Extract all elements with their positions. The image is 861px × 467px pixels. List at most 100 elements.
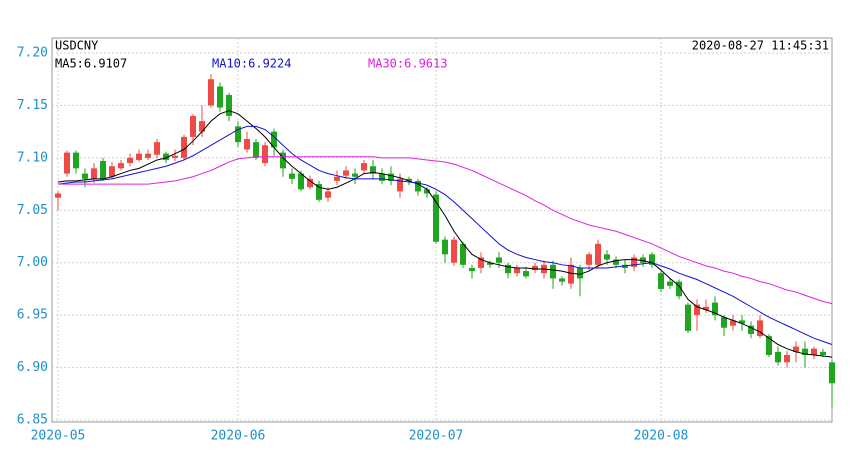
candle-body (685, 304, 691, 331)
candle-body (136, 153, 142, 160)
candle-body (577, 267, 583, 279)
candle-body (667, 281, 673, 286)
candle-body (748, 325, 754, 335)
candle-body (415, 180, 421, 192)
candle-body (442, 239, 448, 255)
legend-entry: MA5:6.9107 (55, 57, 127, 71)
y-tick-label: 6.85 (17, 413, 48, 428)
candle-body (73, 152, 79, 169)
candle-body (235, 126, 241, 143)
candle-body (325, 191, 331, 198)
candle-body (307, 178, 313, 188)
candle-body (397, 178, 403, 192)
candle-body (154, 142, 160, 155)
candle-body (757, 320, 763, 337)
candle-body (451, 239, 457, 263)
candle-body (613, 259, 619, 265)
candle-body (568, 264, 574, 284)
y-tick-label: 7.10 (17, 150, 48, 165)
candle-body (478, 257, 484, 268)
candle-body (379, 173, 385, 181)
y-tick-label: 6.90 (17, 360, 48, 375)
ma-line (58, 156, 833, 305)
candle-body (703, 306, 709, 310)
candle-body (550, 264, 556, 279)
candle-body (712, 302, 718, 316)
candle-body (433, 194, 439, 242)
candle-body (424, 189, 430, 194)
candle-body (64, 152, 70, 174)
candle-body (793, 346, 799, 352)
legend-entry: MA30:6.9613 (368, 57, 447, 71)
y-tick-label: 7.00 (17, 255, 48, 270)
timestamp: 2020-08-27 11:45:31 (692, 39, 829, 53)
candle-body (190, 115, 196, 137)
candle-body (514, 267, 520, 274)
candle-body (334, 176, 340, 181)
candle-body (226, 94, 232, 116)
plot-frame (51, 37, 833, 423)
candle-body (721, 317, 727, 328)
candle-body (388, 173, 394, 181)
candle-body (469, 267, 475, 272)
candle-body (82, 173, 88, 179)
candle-body (505, 264, 511, 274)
candle-body (694, 304, 700, 316)
candle-body (622, 264, 628, 268)
candle-body (91, 168, 97, 179)
candle-body (199, 121, 205, 132)
candle-body (145, 153, 151, 158)
candle-body (118, 163, 124, 169)
candle-body (676, 281, 682, 297)
x-tick-label: 2020-06 (211, 429, 266, 444)
candle-body (280, 152, 286, 169)
candle-body (739, 320, 745, 324)
candle-body (640, 257, 646, 263)
candle-body (244, 138, 250, 150)
candle-body (217, 86, 223, 108)
candle-body (55, 193, 61, 198)
candle-body (595, 243, 601, 265)
candle-body (127, 157, 133, 164)
candle-body (100, 161, 106, 179)
x-tick-label: 2020-07 (409, 429, 464, 444)
candle-body (181, 136, 187, 158)
chart-title: USDCNY (55, 39, 99, 53)
candle-body (604, 254, 610, 260)
candle-body (343, 170, 349, 176)
candle-body (406, 178, 412, 181)
candle-body (352, 173, 358, 177)
candle-body (559, 278, 565, 282)
y-tick-label: 6.95 (17, 308, 48, 323)
x-tick-label: 2020-08 (634, 429, 689, 444)
candle-body (298, 173, 304, 190)
candle-body (829, 362, 835, 384)
candle-body (730, 320, 736, 326)
candle-body (649, 254, 655, 265)
candle-body (316, 184, 322, 200)
candle-body (109, 166, 115, 177)
candle-body (766, 336, 772, 355)
candle-body (172, 155, 178, 158)
candle-body (487, 262, 493, 265)
candle-body (253, 142, 259, 158)
candle-body (271, 131, 277, 148)
candle-body (532, 265, 538, 271)
legend-entry: MA10:6.9224 (212, 57, 291, 71)
y-tick-label: 7.15 (17, 98, 48, 113)
candle-body (496, 257, 502, 263)
candle-body (289, 173, 295, 179)
candle-body (361, 163, 367, 171)
candle-body (631, 257, 637, 267)
candle-body (802, 348, 808, 355)
y-tick-label: 7.20 (17, 46, 48, 61)
candle-body (460, 243, 466, 265)
candle-body (784, 354, 790, 363)
candle-body (208, 79, 214, 106)
candle-body (370, 166, 376, 174)
ma-line (57, 110, 833, 358)
candle-body (658, 273, 664, 289)
candle-body (586, 254, 592, 265)
candle-body (811, 348, 817, 355)
